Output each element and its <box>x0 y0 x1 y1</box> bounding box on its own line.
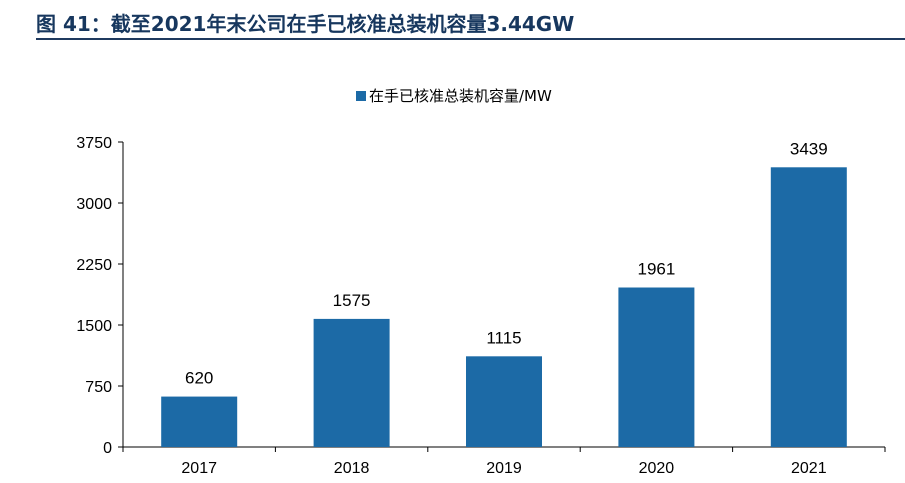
legend-label: 在手已核准总装机容量/MW <box>369 87 552 105</box>
bars <box>161 167 847 447</box>
data-label-2020: 1961 <box>637 260 675 279</box>
data-labels: 620 1575 1115 1961 3439 <box>185 139 828 387</box>
data-label-2018: 1575 <box>333 291 371 310</box>
title-divider <box>36 38 905 40</box>
y-tick-label: 750 <box>85 379 112 396</box>
bar-2019 <box>466 356 542 447</box>
y-tick-label: 0 <box>103 440 112 457</box>
bar-2017 <box>161 396 238 447</box>
legend-swatch <box>356 91 366 101</box>
x-tick-label: 2017 <box>181 460 217 477</box>
x-axis: 2017 2018 2019 2020 2021 <box>122 446 886 477</box>
figure-title: 图 41：截至2021年末公司在手已核准总装机容量3.44GW <box>36 12 575 36</box>
x-tick-label: 2020 <box>639 460 675 477</box>
x-tick-label: 2018 <box>334 460 370 477</box>
bar-2021 <box>770 167 847 447</box>
data-label-2017: 620 <box>185 369 213 388</box>
bar-2020 <box>618 287 695 447</box>
y-tick-label: 3000 <box>76 196 112 213</box>
bar-2018 <box>313 318 390 447</box>
data-label-2021: 3439 <box>790 139 828 158</box>
y-tick-label: 1500 <box>76 318 112 335</box>
legend: 在手已核准总装机容量/MW <box>356 87 552 105</box>
data-label-2019: 1115 <box>486 328 521 347</box>
x-tick-label: 2021 <box>791 460 827 477</box>
y-tick-label: 2250 <box>76 257 112 274</box>
y-tick-label: 3750 <box>76 135 112 152</box>
y-axis: 0 750 1500 2250 3000 3750 <box>76 135 124 457</box>
x-tick-label: 2019 <box>486 460 522 477</box>
